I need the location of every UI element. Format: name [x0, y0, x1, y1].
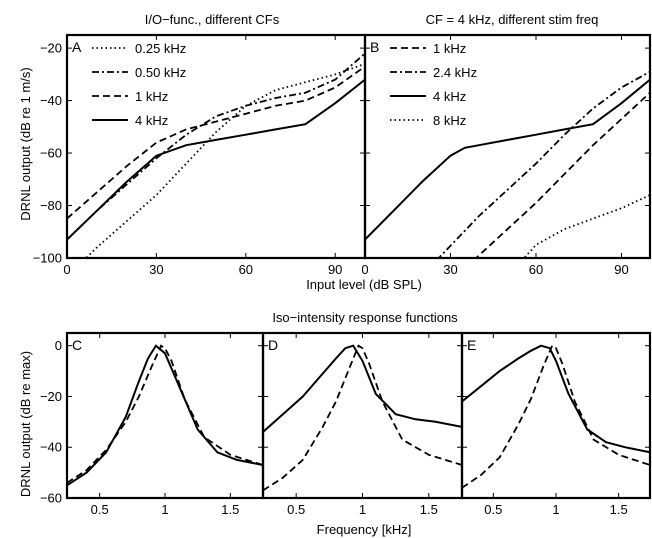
x-axis-label-bottom: Frequency [kHz]: [317, 522, 412, 537]
panel-letter: C: [72, 337, 82, 353]
panel-b-series-0: [474, 92, 650, 258]
y-tick-label: −60: [40, 146, 62, 161]
x-tick-label: 1: [161, 502, 168, 517]
panel-d-frame: [261, 331, 464, 500]
y-axis-label-bottom: DRNL output (dB re max): [18, 351, 33, 497]
x-tick-label: 60: [239, 262, 253, 277]
bottom-title: Iso−intensity response functions: [272, 310, 458, 325]
panel-b-title: CF = 4 kHz, different stim freq: [426, 12, 599, 27]
legend-label: 1 kHz: [135, 89, 168, 104]
panel-d-series-1: [263, 344, 462, 492]
panel-e-series-1: [462, 344, 650, 489]
y-tick-label: −80: [40, 198, 62, 213]
x-tick-label: 30: [149, 262, 163, 277]
x-tick-label: 90: [328, 262, 342, 277]
panel-e-frame: [460, 331, 652, 500]
legend-label: 4 kHz: [433, 89, 466, 104]
y-tick-label: −100: [33, 251, 62, 266]
panel-a-series-1: [67, 52, 365, 241]
x-tick-label: 1.5: [221, 502, 239, 517]
panel-a-series-0: [84, 63, 365, 258]
panel-e: 0.5 1 1.5 E: [460, 331, 652, 517]
y-tick-label: −40: [40, 440, 62, 455]
legend-label: 0.50 kHz: [135, 65, 186, 80]
x-axis-label-top: Input level (dB SPL): [306, 277, 422, 292]
panel-letter: B: [370, 39, 379, 55]
y-tick-label: −60: [40, 491, 62, 506]
panel-c: 0.5 1 1.5 −60 −40 −20 0 C: [40, 331, 265, 517]
legend-label: 0.25 kHz: [135, 41, 186, 56]
x-tick-label: 1.5: [610, 502, 628, 517]
panel-a-title: I/O−func., different CFs: [145, 12, 280, 27]
x-tick-label: 0.5: [91, 502, 109, 517]
x-tick-label: 0.5: [287, 502, 305, 517]
panel-a-series-2: [67, 65, 365, 220]
y-tick-label: −40: [40, 93, 62, 108]
panel-c-series-0: [67, 344, 263, 487]
legend-label: 1 kHz: [433, 41, 466, 56]
x-tick-label: 0: [63, 262, 70, 277]
panel-a: 0 30 60 90 −100 −80 −60 −40 −20 A 0.25 kHz 0.50 kHz…: [33, 33, 367, 277]
panel-letter: D: [268, 337, 278, 353]
legend-label: 4 kHz: [135, 113, 168, 128]
panel-b-series-1: [437, 70, 650, 258]
x-tick-label: 60: [529, 262, 543, 277]
x-tick-label: 1: [359, 502, 366, 517]
panel-b-frame: [363, 33, 652, 260]
y-axis-label-top: DRNL output (dB re 1 m/s): [18, 67, 33, 220]
x-tick-label: 1: [552, 502, 559, 517]
panel-e-series-0: [462, 344, 650, 454]
x-tick-label: 90: [614, 262, 628, 277]
panel-d: 0.5 1 1.5 D: [261, 331, 464, 517]
legend-label: 2.4 kHz: [433, 65, 477, 80]
panel-d-series-0: [263, 344, 462, 433]
y-tick-label: −20: [40, 41, 62, 56]
legend-label: 8 kHz: [433, 113, 466, 128]
panel-letter: E: [467, 337, 476, 353]
panel-c-frame: [65, 331, 265, 500]
x-tick-label: 0.5: [484, 502, 502, 517]
panel-b-series-3: [522, 194, 650, 258]
panel-b: 0 30 60 90 B 1 kHz 2.4 kHz 4 kHz 8 kHz: [361, 33, 652, 277]
panel-a-frame: [65, 33, 367, 260]
y-tick-label: −20: [40, 389, 62, 404]
panel-letter: A: [72, 39, 82, 55]
panel-c-series-1: [67, 344, 263, 484]
panel-b-series-2: [365, 78, 650, 241]
x-tick-label: 1.5: [420, 502, 438, 517]
x-tick-label: 30: [443, 262, 457, 277]
y-tick-label: 0: [55, 338, 62, 353]
x-tick-label: 0: [361, 262, 368, 277]
panel-a-series-3: [67, 78, 365, 241]
